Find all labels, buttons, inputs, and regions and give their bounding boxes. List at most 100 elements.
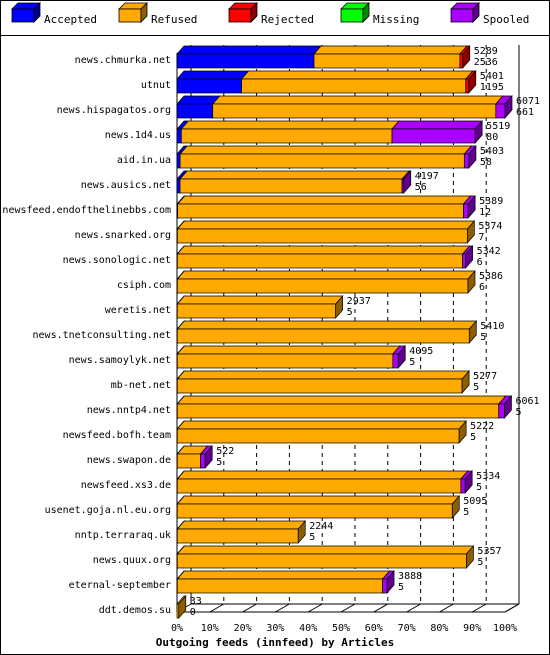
- category-label: eternal-september: [69, 580, 171, 591]
- bar-spooled-side: [504, 395, 512, 419]
- bar-refused: [176, 528, 299, 544]
- bar-spooled-side: [386, 570, 395, 594]
- category-label: newsfeed.bofh.team: [63, 430, 171, 441]
- bar-refused: [180, 128, 393, 144]
- category-label: mb-net.net: [111, 380, 171, 391]
- bar-accepted: [176, 128, 182, 144]
- legend-label-refused: Refused: [151, 13, 197, 26]
- data-label-accepted: 6: [477, 257, 483, 268]
- bar-spooled-side: [403, 170, 412, 194]
- x-tick-labels: 0% 10% 20% 30% 40% 50% 60% 70% 80% 90% 100%: [171, 623, 517, 634]
- bar-refused-side: [458, 420, 467, 444]
- x-tick-label-5: 50%: [332, 623, 350, 634]
- category-label: news.sonologic.net: [63, 255, 171, 266]
- category-label: newsfeed.xs3.de: [81, 480, 171, 491]
- category-label: utnut: [141, 80, 171, 91]
- legend-swatch-side-missing: [362, 2, 370, 23]
- bar-refused-top: [313, 45, 468, 55]
- data-label-offered: 5277: [473, 371, 497, 382]
- bar-accepted: [176, 153, 181, 169]
- data-label-accepted: 5: [480, 332, 486, 343]
- bar-spooled: [200, 453, 206, 469]
- bar-refused-side: [335, 295, 344, 319]
- data-label-offered: 5334: [476, 471, 500, 482]
- legend-swatch-rejected: [228, 8, 252, 23]
- bar-spooled: [382, 578, 388, 594]
- data-label-accepted: 7: [478, 232, 484, 243]
- category-label: news.1d4.us: [105, 130, 171, 141]
- bar-refused-side: [178, 595, 187, 619]
- floor-tick-2: [242, 603, 257, 613]
- bar-refused: [176, 253, 463, 269]
- x-tick-label-8: 80%: [430, 623, 448, 634]
- bar-refused-top: [240, 70, 474, 80]
- bar-refused-top: [176, 420, 467, 430]
- legend-swatch-refused: [118, 8, 142, 23]
- data-label-offered: 4095: [409, 346, 433, 357]
- bar-spooled: [460, 478, 466, 494]
- bar-refused-top: [176, 520, 307, 530]
- data-label-accepted: 80: [486, 132, 498, 143]
- bar-refused: [176, 578, 383, 594]
- bar-rejected-side: [468, 70, 477, 94]
- bar-refused: [177, 228, 468, 244]
- floor-tick-4: [307, 603, 323, 613]
- bar-spooled: [463, 203, 469, 219]
- bar-spooled: [462, 253, 466, 269]
- data-label-offered: 5374: [478, 221, 502, 232]
- bar-refused-top: [176, 395, 507, 405]
- x-tick-label-10: 100%: [493, 623, 517, 634]
- bar-accepted: [176, 53, 315, 69]
- x-tick-label-7: 70%: [398, 623, 416, 634]
- category-label: news.ausics.net: [81, 180, 171, 191]
- bar-accepted: [176, 78, 242, 94]
- x-tick-label-1: 10%: [201, 623, 219, 634]
- floor-tick-3: [275, 603, 290, 613]
- bar-spooled-side: [465, 245, 473, 269]
- category-label: nntp.terraraq.uk: [75, 530, 171, 541]
- floor-tick-1: [209, 603, 225, 613]
- bar-refused: [176, 353, 394, 369]
- floor-tick-5: [340, 603, 356, 613]
- x-tick-label-4: 40%: [299, 623, 317, 634]
- data-label-accepted: 5: [473, 382, 479, 393]
- category-label: weretis.net: [105, 305, 171, 316]
- x-tick-label-0: 0%: [171, 623, 183, 634]
- bar-accepted: [176, 103, 214, 119]
- bar-refused: [179, 178, 403, 194]
- bar-refused-top: [180, 120, 400, 130]
- bar-rejected-side: [462, 45, 471, 69]
- bar-refused-top: [176, 245, 471, 255]
- legend-swatch-side-accepted: [33, 2, 41, 23]
- category-label: ddt.demos.su: [99, 605, 171, 616]
- x-tick-label-2: 20%: [234, 623, 252, 634]
- x-tick-label-6: 60%: [365, 623, 383, 634]
- data-label-accepted: 5: [515, 407, 521, 418]
- bar-spooled-side: [474, 120, 483, 144]
- bar-refused-top: [176, 320, 478, 330]
- bar-spooled: [498, 403, 505, 419]
- data-label-offered: 5357: [477, 546, 501, 557]
- data-label-offered: 5386: [479, 271, 503, 282]
- data-label-accepted: 2536: [474, 57, 498, 68]
- data-label-offered: 5222: [470, 421, 494, 432]
- data-label-offered: 5401: [480, 71, 504, 82]
- bar-refused-top: [176, 270, 476, 280]
- bar-refused-side: [451, 495, 460, 519]
- legend-swatch-accepted: [11, 8, 35, 23]
- bar-refused: [176, 453, 201, 469]
- category-labels: news.chmurka.net utnut news.hispagatos.org…: [2, 55, 171, 616]
- data-label-accepted: 6: [479, 282, 485, 293]
- bar-rejected: [465, 78, 470, 94]
- category-label: aid.in.ua: [117, 155, 171, 166]
- bar-accepted: [176, 178, 181, 194]
- data-label-accepted: 5: [398, 582, 404, 593]
- data-label-accepted: 5: [216, 457, 222, 468]
- x-axis-label: Outgoing feeds (innfeed) by Articles: [156, 636, 394, 649]
- x-tick-label-9: 90%: [463, 623, 481, 634]
- bar-refused-top: [176, 295, 344, 305]
- bar-refused-top: [176, 220, 476, 230]
- floor-tick-7: [406, 603, 421, 613]
- bar-refused-side: [467, 270, 476, 294]
- data-label-offered: 5342: [477, 246, 501, 257]
